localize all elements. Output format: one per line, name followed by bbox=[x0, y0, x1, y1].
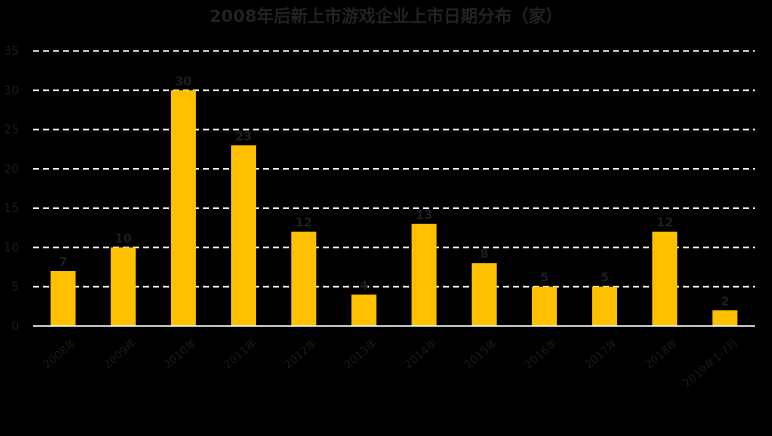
x-tick-label: 2018年 bbox=[642, 336, 681, 372]
x-tick-label: 2017年 bbox=[582, 336, 621, 372]
data-label: 23 bbox=[235, 129, 252, 143]
data-label: 4 bbox=[360, 279, 368, 293]
bar bbox=[592, 286, 618, 326]
bar bbox=[50, 271, 76, 326]
x-tick-label: 2008年 bbox=[40, 336, 79, 372]
x-tick-label: 2009年 bbox=[100, 336, 139, 372]
bar bbox=[291, 231, 317, 326]
bar bbox=[471, 263, 497, 326]
bar bbox=[170, 90, 196, 327]
bar bbox=[411, 223, 437, 326]
bar bbox=[531, 286, 557, 326]
bars bbox=[50, 90, 738, 327]
y-axis-ticks: 0 5 10 15 20 25 30 35 bbox=[4, 44, 19, 333]
bar bbox=[231, 145, 257, 326]
data-label: 7 bbox=[59, 255, 67, 269]
bar bbox=[712, 310, 738, 326]
data-label: 5 bbox=[600, 271, 608, 285]
data-label: 5 bbox=[540, 271, 548, 285]
x-tick-label: 2015年 bbox=[461, 336, 500, 372]
y-tick-label: 0 bbox=[11, 319, 19, 333]
y-tick-label: 35 bbox=[4, 44, 19, 58]
data-label: 30 bbox=[175, 74, 192, 88]
x-tick-label: 2019年1-7月 bbox=[680, 336, 741, 390]
data-label: 10 bbox=[115, 231, 132, 245]
x-tick-label: 2013年 bbox=[341, 336, 380, 372]
data-labels: 7 10 30 23 12 4 13 8 5 5 12 2 bbox=[59, 74, 729, 308]
y-tick-label: 20 bbox=[4, 162, 19, 176]
bar bbox=[652, 231, 678, 326]
data-label: 2 bbox=[721, 294, 729, 308]
gridlines bbox=[33, 50, 755, 288]
x-tick-label: 2010年 bbox=[160, 336, 199, 372]
y-tick-label: 15 bbox=[4, 201, 19, 215]
data-label: 12 bbox=[656, 216, 673, 230]
chart-title: 2008年后新上市游戏企业上市日期分布（家） bbox=[209, 6, 562, 27]
y-tick-label: 30 bbox=[4, 83, 19, 97]
y-tick-label: 5 bbox=[11, 280, 19, 294]
bar bbox=[110, 247, 136, 326]
x-tick-label: 2014年 bbox=[401, 336, 440, 372]
bar bbox=[351, 294, 377, 326]
y-tick-label: 10 bbox=[4, 240, 19, 254]
x-tick-label: 2016年 bbox=[521, 336, 560, 372]
data-label: 12 bbox=[295, 216, 312, 230]
x-tick-label: 2011年 bbox=[221, 336, 260, 372]
data-label: 8 bbox=[480, 247, 488, 261]
data-label: 13 bbox=[416, 208, 433, 222]
y-tick-label: 25 bbox=[4, 123, 19, 137]
x-tick-label: 2012年 bbox=[281, 336, 320, 372]
x-axis-ticks: 2008年 2009年 2010年 2011年 2012年 2013年 2014年 2015年… bbox=[40, 336, 741, 390]
